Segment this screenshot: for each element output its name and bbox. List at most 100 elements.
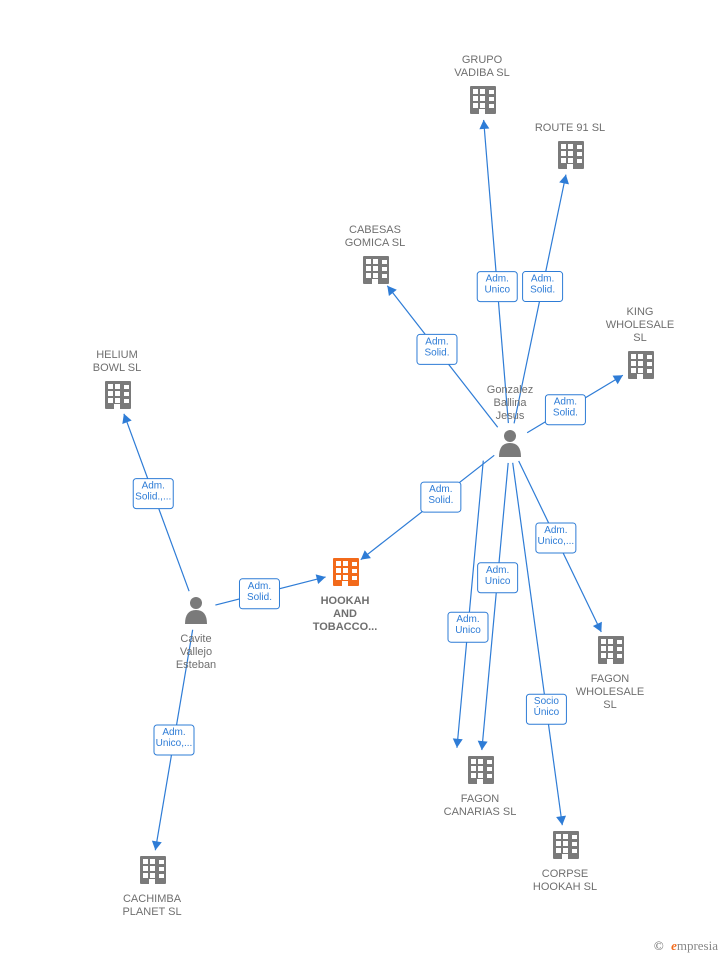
company-icon xyxy=(105,381,131,409)
svg-text:Solid.: Solid. xyxy=(530,285,555,296)
svg-text:Unico,...: Unico,... xyxy=(538,536,575,547)
node-label: FAGON xyxy=(591,673,630,685)
node-label: Cavite xyxy=(180,633,211,645)
node-label: PLANET SL xyxy=(122,906,181,918)
svg-text:Adm.: Adm. xyxy=(248,581,271,592)
svg-text:Adm.: Adm. xyxy=(162,727,185,738)
copyright-symbol: © xyxy=(654,938,664,953)
edge-arrow xyxy=(316,574,326,584)
brand-rest: mpresia xyxy=(677,938,718,953)
node-label: BOWL SL xyxy=(93,362,142,374)
edge-label: Adm.Unico xyxy=(478,563,518,593)
edge xyxy=(482,463,508,750)
edge-arrow xyxy=(453,738,463,747)
edge-label: Adm.Solid. xyxy=(239,579,279,609)
company-icon xyxy=(553,831,579,859)
node-label: HELIUM xyxy=(96,349,138,361)
node-label: VADIBA SL xyxy=(454,67,509,79)
node-label: GRUPO xyxy=(462,54,503,66)
svg-text:Adm.: Adm. xyxy=(425,336,448,347)
node-route91[interactable]: ROUTE 91 SL xyxy=(535,122,605,169)
edge xyxy=(513,463,563,825)
edge-label: Adm.Unico,... xyxy=(536,523,576,553)
edge-arrow xyxy=(387,286,396,296)
edge-label: Adm.Solid. xyxy=(417,334,457,364)
svg-text:Adm.: Adm. xyxy=(544,525,567,536)
svg-text:Unico,...: Unico,... xyxy=(156,738,193,749)
node-label: CANARIAS SL xyxy=(444,806,517,818)
node-label: KING xyxy=(627,306,654,318)
edge-arrow xyxy=(361,550,371,559)
svg-text:Adm.: Adm. xyxy=(531,274,554,285)
node-cabesas[interactable]: CABESASGOMICA SL xyxy=(345,224,406,284)
edge-arrow xyxy=(556,816,566,826)
company-icon xyxy=(363,256,389,284)
svg-text:Solid.: Solid. xyxy=(553,408,578,419)
node-label: Jesus xyxy=(496,410,525,422)
svg-text:Adm.: Adm. xyxy=(142,481,165,492)
node-cachimba[interactable]: CACHIMBAPLANET SL xyxy=(122,856,181,918)
edge-label: SocioÚnico xyxy=(526,694,566,724)
svg-text:Adm.: Adm. xyxy=(486,565,509,576)
node-fagon_wholesale[interactable]: FAGONWHOLESALESL xyxy=(576,636,644,711)
svg-text:Solid.,...: Solid.,... xyxy=(135,492,171,503)
svg-text:Solid.: Solid. xyxy=(247,592,272,603)
node-label: ROUTE 91 SL xyxy=(535,122,605,134)
edge-label: Adm.Solid. xyxy=(545,395,585,425)
node-label: TOBACCO... xyxy=(313,621,378,633)
node-corpse[interactable]: CORPSEHOOKAH SL xyxy=(533,831,597,893)
company-icon xyxy=(628,351,654,379)
node-gonzalez[interactable]: GonzalezBallinaJesus xyxy=(487,384,533,457)
node-cavite[interactable]: CaviteVallejoEsteban xyxy=(176,597,216,671)
node-label: WHOLESALE xyxy=(606,319,674,331)
network-diagram: Adm.UnicoAdm.Solid.Adm.Solid.Adm.Solid.A… xyxy=(0,0,728,960)
svg-text:Adm.: Adm. xyxy=(429,484,452,495)
svg-text:Unico: Unico xyxy=(484,285,510,296)
company-icon xyxy=(470,86,496,114)
company-icon xyxy=(140,856,166,884)
edge-label: Adm.Unico xyxy=(477,272,517,302)
edge-arrow xyxy=(152,841,162,851)
svg-text:Único: Único xyxy=(534,705,560,718)
node-label: HOOKAH xyxy=(321,595,370,607)
node-label: GOMICA SL xyxy=(345,237,406,249)
edge-arrow xyxy=(613,375,623,384)
node-helium[interactable]: HELIUMBOWL SL xyxy=(93,349,142,409)
node-hookah[interactable]: HOOKAHANDTOBACCO... xyxy=(313,558,378,633)
edge-label: Adm.Unico xyxy=(448,612,488,642)
node-fagon_canarias[interactable]: FAGONCANARIAS SL xyxy=(444,756,517,818)
svg-text:Solid.: Solid. xyxy=(424,347,449,358)
node-label: CABESAS xyxy=(349,224,401,236)
node-label: Gonzalez xyxy=(487,384,533,396)
svg-text:Adm.: Adm. xyxy=(554,397,577,408)
svg-text:Adm.: Adm. xyxy=(486,274,509,285)
edge-label: Adm.Solid.,... xyxy=(133,479,173,509)
edge-label: Adm.Solid. xyxy=(523,272,563,302)
node-label: SL xyxy=(603,699,616,711)
node-label: WHOLESALE xyxy=(576,686,644,698)
person-icon xyxy=(185,597,207,624)
node-label: Ballina xyxy=(493,397,527,409)
company-icon xyxy=(598,636,624,664)
node-grupo_vadiba[interactable]: GRUPOVADIBA SL xyxy=(454,54,509,114)
company-icon xyxy=(333,558,359,586)
node-king_wholesale[interactable]: KINGWHOLESALESL xyxy=(606,306,674,379)
edge-arrow xyxy=(478,741,488,750)
company-icon xyxy=(558,141,584,169)
svg-text:Unico: Unico xyxy=(455,625,481,636)
node-label: CACHIMBA xyxy=(123,893,182,905)
edge-arrow xyxy=(479,120,489,129)
node-label: CORPSE xyxy=(542,868,588,880)
footer-brand: © empresia xyxy=(654,938,718,954)
svg-text:Socio: Socio xyxy=(534,696,559,707)
node-label: FAGON xyxy=(461,793,500,805)
company-icon xyxy=(468,756,494,784)
svg-text:Solid.: Solid. xyxy=(428,495,453,506)
svg-text:Adm.: Adm. xyxy=(456,614,479,625)
node-label: HOOKAH SL xyxy=(533,881,597,893)
node-label: SL xyxy=(633,332,646,344)
svg-text:Unico: Unico xyxy=(485,576,511,587)
node-label: AND xyxy=(333,608,357,620)
edge-label: Adm.Solid. xyxy=(421,482,461,512)
edge-label: Adm.Unico,... xyxy=(154,725,194,755)
